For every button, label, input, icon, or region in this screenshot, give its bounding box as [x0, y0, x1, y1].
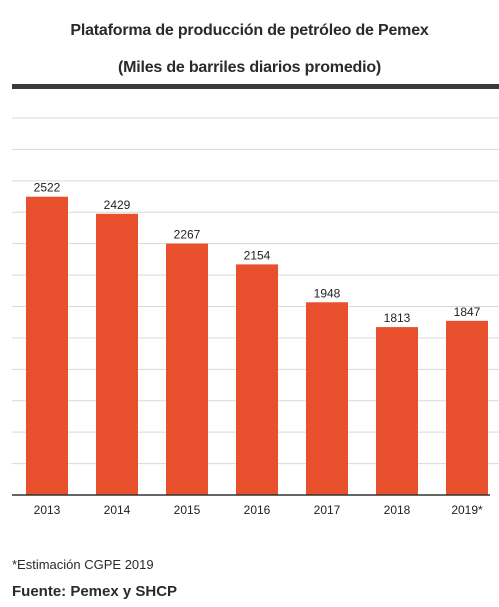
x-tick-labels-group: 2013 2014 2015 2016 2017 2018 2019* — [34, 503, 483, 517]
data-label-2013: 2522 — [34, 181, 61, 195]
x-tick-2013: 2013 — [34, 503, 61, 517]
x-tick-2015: 2015 — [174, 503, 201, 517]
bar-2013 — [26, 196, 68, 495]
data-label-2015: 2267 — [174, 228, 201, 242]
title-rule — [12, 84, 499, 89]
data-label-2019: 1847 — [454, 305, 481, 319]
bar-2017 — [306, 302, 348, 495]
bar-2018 — [376, 327, 418, 495]
data-label-2016: 2154 — [244, 248, 271, 262]
data-labels-group: 2522 2429 2267 2154 1948 1813 1847 — [34, 181, 481, 325]
x-tick-2017: 2017 — [314, 503, 341, 517]
data-label-2014: 2429 — [104, 198, 131, 212]
data-label-2018: 1813 — [384, 311, 411, 325]
bar-2016 — [236, 264, 278, 495]
x-tick-2016: 2016 — [244, 503, 271, 517]
x-tick-2019: 2019* — [451, 503, 483, 517]
chart-title: Plataforma de producción de petróleo de … — [70, 22, 429, 39]
bar-2014 — [96, 213, 138, 495]
estimation-note: *Estimación CGPE 2019 — [12, 557, 154, 572]
bars-group — [26, 196, 488, 495]
data-label-2017: 1948 — [314, 286, 341, 300]
x-tick-2014: 2014 — [104, 503, 131, 517]
bar-2015 — [166, 243, 208, 495]
x-tick-2018: 2018 — [384, 503, 411, 517]
source-note: Fuente: Pemex y SHCP — [12, 583, 178, 600]
chart-subtitle: (Miles de barriles diarios promedio) — [117, 59, 382, 76]
bar-2019 — [446, 320, 488, 495]
